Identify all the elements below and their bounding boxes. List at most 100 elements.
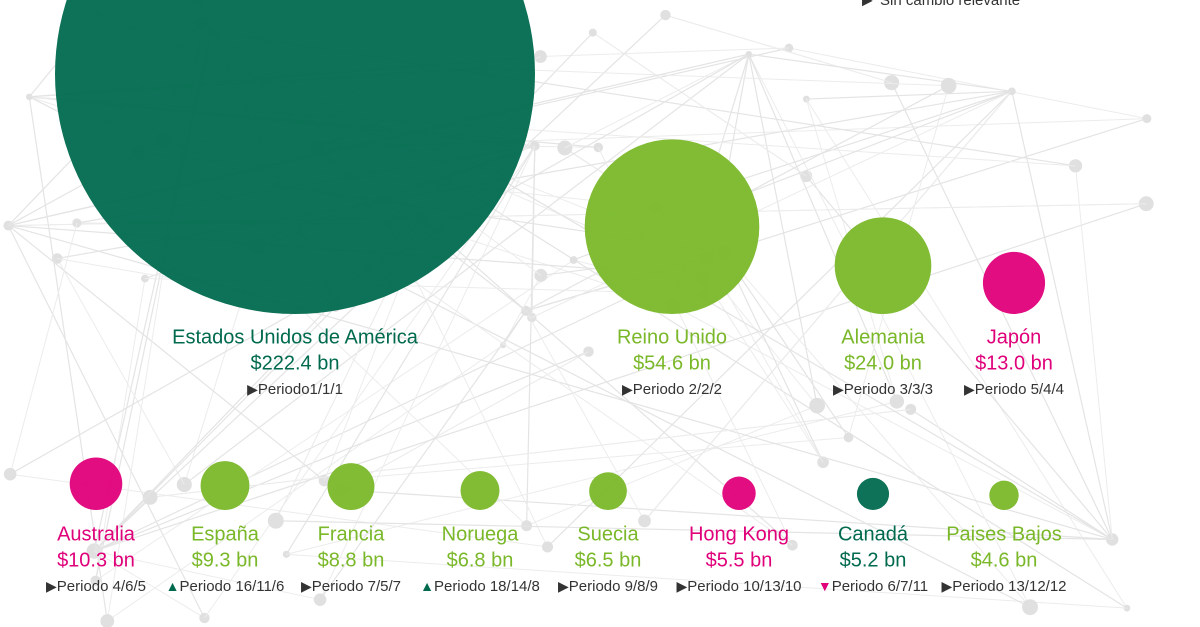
- period-label: Periodo 7/5/7: [312, 578, 401, 595]
- period: ▶Periodo 2/2/2: [622, 381, 722, 398]
- network-line: [94, 251, 724, 552]
- network-line: [319, 310, 527, 601]
- network-line: [8, 225, 325, 482]
- network-node: [313, 593, 327, 606]
- period-label: Periodo 3/3/3: [844, 381, 933, 398]
- network-line: [723, 118, 1148, 253]
- value-label: $6.8 bn: [447, 549, 514, 571]
- value-label: $5.2 bn: [840, 549, 907, 571]
- network-line: [547, 90, 1013, 548]
- network-line: [564, 53, 750, 149]
- network-node: [660, 9, 671, 21]
- bubble: [584, 139, 760, 314]
- network-line: [748, 53, 1012, 92]
- network-node: [142, 489, 158, 505]
- network-node: [884, 75, 900, 91]
- bubble: [589, 472, 627, 511]
- country-name: Reino Unido: [617, 326, 727, 348]
- bubble: [69, 457, 123, 510]
- value-label: $8.8 bn: [318, 549, 385, 571]
- network-line: [748, 54, 818, 406]
- network-node: [541, 541, 554, 553]
- value-label: $13.0 bn: [975, 352, 1053, 374]
- period: ▶Periodo 13/12/12: [941, 578, 1066, 595]
- period: ▶Periodo 4/6/5: [46, 578, 146, 595]
- trend-marker: ▶: [964, 381, 975, 397]
- network-line: [748, 53, 1031, 608]
- network-line: [319, 145, 536, 600]
- bubble: [327, 463, 375, 510]
- bubble: [55, 0, 535, 314]
- network-node: [3, 467, 17, 481]
- network-line: [805, 98, 1128, 609]
- trend-marker: ▶: [676, 578, 687, 594]
- value-label: $5.5 bn: [706, 549, 773, 571]
- period-label: Periodo 6/7/11: [832, 578, 928, 595]
- value-label: $9.3 bn: [192, 549, 259, 571]
- network-node: [1142, 114, 1152, 124]
- network-line: [723, 251, 824, 463]
- period: ▶Periodo 7/5/7: [301, 578, 401, 595]
- country-name: Alemania: [841, 326, 925, 348]
- network-node: [843, 432, 854, 443]
- network-line: [723, 251, 1031, 608]
- network-line: [788, 47, 1147, 120]
- period: ▶Periodo 3/3/3: [833, 381, 933, 398]
- network-line: [910, 408, 1113, 540]
- network-node: [809, 397, 825, 414]
- network-line: [702, 276, 824, 463]
- value-label: $4.6 bn: [971, 549, 1038, 571]
- period: ▶Periodo 5/4/4: [964, 381, 1064, 398]
- network-node: [588, 28, 597, 37]
- network-node: [100, 614, 115, 627]
- trend-marker: ▶: [622, 381, 633, 397]
- bubbles: ▶ Sin cambio relevante Estados Unidos de A…: [46, 0, 1067, 595]
- country-name: Suecia: [577, 523, 639, 545]
- network-line: [540, 47, 789, 58]
- network-line: [9, 222, 78, 475]
- network-node: [940, 77, 957, 94]
- country-name: Australia: [57, 523, 136, 545]
- network-line: [56, 258, 185, 485]
- value-label: $10.3 bn: [57, 549, 135, 571]
- period-label: Periodo 18/14/8: [434, 578, 540, 595]
- bubble: [200, 461, 250, 510]
- network-node: [569, 256, 578, 264]
- network-line: [150, 408, 911, 498]
- value-label: $24.0 bn: [844, 352, 922, 374]
- network-node: [1106, 533, 1119, 546]
- bubble: [722, 476, 756, 510]
- legend-marker: ▶: [862, 0, 873, 8]
- period: ▶Periodo1/1/1: [247, 381, 343, 398]
- trend-marker: ▶: [301, 578, 312, 594]
- bubble: [989, 480, 1019, 510]
- period-label: Periodo 13/12/12: [952, 578, 1066, 595]
- period-label: Periodo 16/11/6: [180, 578, 285, 595]
- network-line: [672, 305, 1113, 540]
- network-node: [784, 43, 794, 53]
- country-name: España: [191, 523, 260, 545]
- period-label: Periodo 4/6/5: [57, 578, 146, 595]
- network-line: [1075, 165, 1113, 540]
- network-line: [806, 90, 1012, 100]
- network-line: [286, 400, 897, 555]
- period-label: Periodo 5/4/4: [975, 381, 1064, 398]
- network-line: [275, 520, 1113, 541]
- network-line: [183, 53, 750, 486]
- period-label: Periodo 9/8/9: [569, 578, 658, 595]
- trend-marker: ▶: [833, 381, 844, 397]
- trend-marker: ▶: [558, 578, 569, 594]
- network-line: [107, 344, 504, 622]
- network-line: [644, 90, 1013, 522]
- period-label: Periodo 2/2/2: [633, 381, 722, 398]
- network-line: [94, 550, 321, 601]
- period-label: Periodo 10/13/10: [687, 578, 801, 595]
- network-line: [7, 225, 206, 619]
- trend-marker: ▲: [420, 578, 434, 594]
- network-line: [748, 53, 898, 402]
- bubble: [856, 477, 890, 510]
- network-node: [889, 394, 905, 409]
- network-line: [723, 251, 849, 438]
- network-node: [638, 514, 651, 528]
